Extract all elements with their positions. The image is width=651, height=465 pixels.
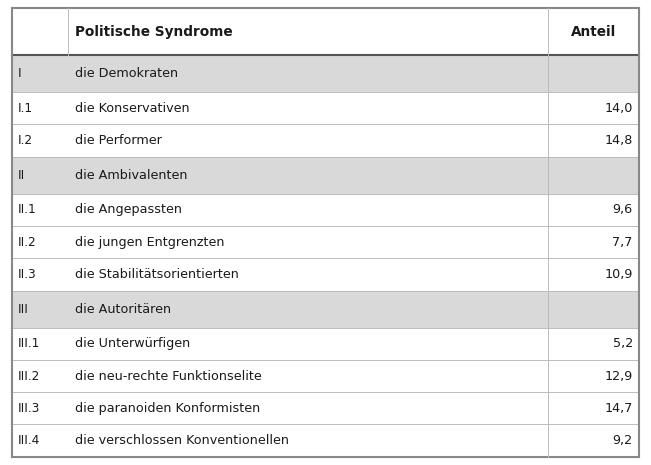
Text: die Konservativen: die Konservativen (75, 102, 189, 115)
Bar (12, 291, 639, 328)
Text: die Stabilitätsorientierten: die Stabilitätsorientierten (75, 268, 238, 281)
Text: 10,9: 10,9 (604, 268, 633, 281)
Text: II: II (18, 169, 25, 182)
Text: die Performer: die Performer (75, 134, 161, 147)
Bar (12, 55, 639, 92)
Bar (12, 125, 639, 157)
Text: 12,9: 12,9 (605, 370, 633, 383)
Bar (12, 425, 639, 457)
Text: Anteil: Anteil (571, 25, 616, 39)
Bar (12, 194, 639, 226)
Text: I.1: I.1 (18, 102, 33, 115)
Text: II.3: II.3 (18, 268, 37, 281)
Text: 9,6: 9,6 (613, 203, 633, 216)
Text: III.4: III.4 (18, 434, 40, 447)
Bar (12, 392, 639, 425)
Bar (12, 92, 639, 125)
Text: III.1: III.1 (18, 337, 40, 350)
Text: die Autoritären: die Autoritären (75, 303, 171, 316)
Text: 14,7: 14,7 (604, 402, 633, 415)
Text: die verschlossen Konventionellen: die verschlossen Konventionellen (75, 434, 288, 447)
Text: II.2: II.2 (18, 236, 37, 249)
Bar (12, 328, 639, 360)
Text: 7,7: 7,7 (613, 236, 633, 249)
Text: die neu-rechte Funktionselite: die neu-rechte Funktionselite (75, 370, 262, 383)
Text: die paranoiden Konformisten: die paranoiden Konformisten (75, 402, 260, 415)
Text: 5,2: 5,2 (613, 337, 633, 350)
Text: Politische Syndrome: Politische Syndrome (75, 25, 232, 39)
Text: 9,2: 9,2 (613, 434, 633, 447)
Text: die Unterwürfigen: die Unterwürfigen (75, 337, 190, 350)
Text: 14,8: 14,8 (604, 134, 633, 147)
Text: III: III (18, 303, 29, 316)
Text: I.2: I.2 (18, 134, 33, 147)
Bar (12, 226, 639, 258)
Bar (12, 258, 639, 291)
Text: III.3: III.3 (18, 402, 40, 415)
Text: die Ambivalenten: die Ambivalenten (75, 169, 187, 182)
Bar (12, 8, 639, 55)
Text: II.1: II.1 (18, 203, 37, 216)
Text: 14,0: 14,0 (604, 102, 633, 115)
Bar (12, 360, 639, 392)
Text: III.2: III.2 (18, 370, 40, 383)
Bar (12, 157, 639, 194)
Text: die Angepassten: die Angepassten (75, 203, 182, 216)
Text: I: I (18, 67, 22, 80)
Text: die jungen Entgrenzten: die jungen Entgrenzten (75, 236, 224, 249)
Text: die Demokraten: die Demokraten (75, 67, 178, 80)
